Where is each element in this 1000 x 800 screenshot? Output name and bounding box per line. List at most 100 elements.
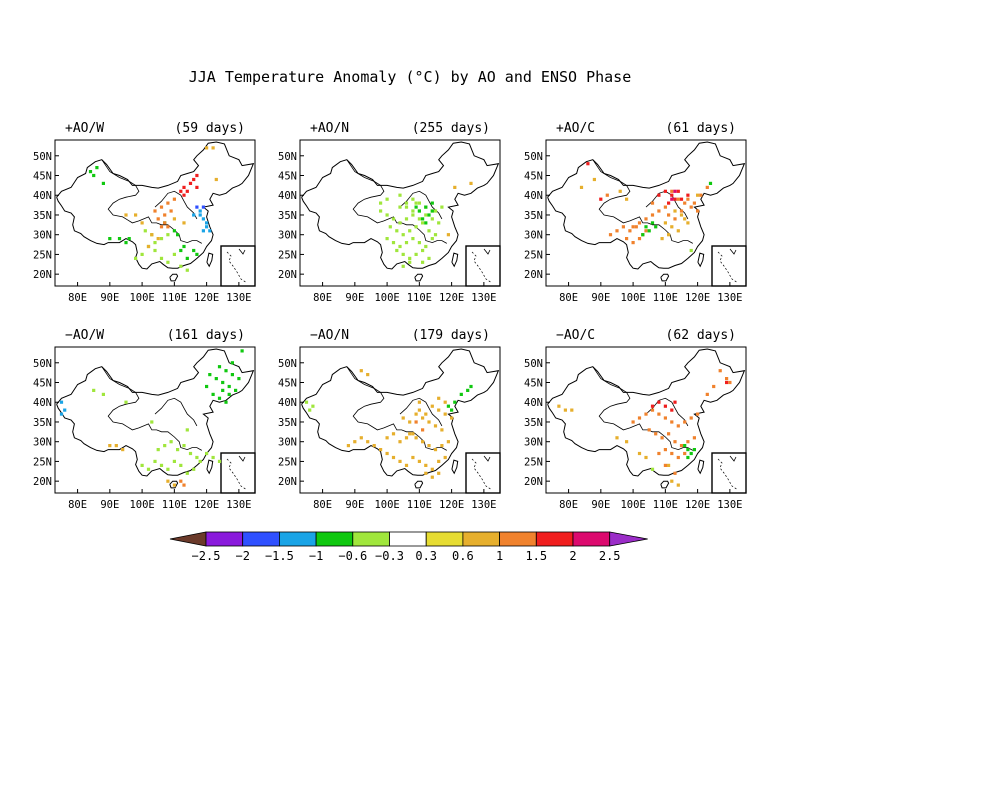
station-dot — [570, 408, 574, 412]
lat-tick-label: 40N — [278, 397, 297, 409]
station-dot — [424, 221, 428, 225]
station-dot — [124, 213, 128, 217]
inset-coast — [729, 248, 737, 255]
colorbar-box — [462, 531, 500, 547]
station-dot — [404, 436, 409, 440]
station-dot — [221, 380, 225, 385]
station-dot — [615, 229, 619, 233]
station-dot — [172, 483, 176, 487]
colorbar-box — [205, 531, 244, 547]
station-dot — [641, 233, 645, 237]
station-dot — [663, 205, 667, 209]
station-dot — [679, 444, 684, 448]
station-dot — [182, 185, 186, 189]
station-dot — [683, 201, 687, 205]
station-dot — [631, 225, 635, 229]
station-dot — [205, 146, 209, 150]
station-dot — [670, 420, 674, 424]
station-dot — [469, 181, 473, 185]
station-dot — [211, 455, 215, 460]
station-dot — [446, 233, 450, 237]
lon-tick-label: 90E — [345, 499, 364, 511]
station-dot — [227, 384, 231, 389]
station-dot — [657, 451, 661, 456]
lon-tick-label: 130E — [226, 292, 251, 304]
lon-tick-label: 90E — [100, 499, 119, 511]
station-dot — [608, 233, 613, 237]
lat-tick-label: 30N — [33, 437, 52, 449]
lat-tick-label: 30N — [278, 437, 297, 449]
lat-tick-label: 45N — [278, 171, 297, 183]
station-dot — [401, 252, 405, 256]
colorbar-tick-label: −2 — [235, 549, 249, 563]
station-dot — [650, 213, 655, 217]
inset-box — [465, 245, 501, 287]
station-dot — [650, 467, 655, 471]
lat-tick-label: 30N — [33, 230, 52, 242]
station-dot — [443, 412, 447, 416]
panel-label: +AO/W — [65, 121, 104, 136]
station-dot — [679, 209, 684, 213]
station-dot — [201, 205, 205, 209]
lat-tick-label: 30N — [524, 230, 543, 242]
station-dot — [686, 221, 690, 225]
station-dot — [127, 237, 131, 241]
station-dot — [201, 229, 205, 233]
station-dot — [214, 177, 218, 182]
station-dot — [391, 432, 396, 436]
station-dot — [414, 225, 418, 229]
hainan-outline — [660, 480, 670, 489]
station-dot — [563, 408, 567, 412]
station-dot — [224, 400, 228, 404]
station-dot — [686, 197, 690, 201]
station-dot — [667, 201, 671, 205]
lat-tick-label: 25N — [33, 249, 52, 261]
lat-tick-label: 20N — [278, 269, 297, 281]
panel-label: +AO/N — [310, 121, 349, 136]
tibet-boundary — [346, 366, 447, 451]
station-dot — [205, 451, 209, 456]
panel-label: −AO/N — [310, 328, 349, 343]
station-dot — [667, 432, 671, 436]
station-dot — [208, 373, 212, 377]
lon-tick-label: 120E — [439, 292, 464, 304]
station-dot — [421, 248, 425, 253]
station-dot — [182, 244, 186, 249]
station-dot — [443, 400, 447, 404]
station-dot — [121, 448, 125, 452]
station-dot — [108, 444, 112, 448]
station-dot — [634, 225, 638, 229]
station-dot — [427, 229, 431, 233]
station-dot — [185, 268, 189, 272]
station-dot — [411, 432, 415, 436]
station-dot — [398, 440, 402, 444]
station-dot — [692, 448, 696, 452]
station-dot — [424, 205, 428, 209]
station-dot — [615, 436, 619, 440]
station-dot — [134, 256, 138, 260]
station-dot — [398, 244, 402, 249]
station-dot — [398, 221, 402, 225]
station-dot — [391, 217, 396, 221]
panel-days: (255 days) — [412, 121, 490, 136]
station-dot — [469, 384, 473, 389]
station-dot — [430, 209, 434, 213]
station-dot — [227, 392, 231, 396]
station-dot — [366, 440, 370, 444]
station-dot — [446, 440, 450, 444]
station-dot — [424, 213, 428, 217]
lat-tick-label: 30N — [278, 230, 297, 242]
station-dot — [156, 448, 160, 452]
station-dot — [592, 177, 596, 182]
station-dot — [398, 459, 402, 463]
station-dot — [379, 209, 383, 213]
station-dot — [411, 209, 415, 213]
station-dot — [195, 185, 199, 189]
station-dot — [140, 252, 144, 256]
inset-box — [465, 452, 501, 494]
station-dot — [670, 408, 674, 412]
lat-tick-label: 20N — [33, 476, 52, 488]
colorbar-box — [572, 531, 611, 547]
station-dot — [421, 416, 425, 420]
station-dot — [192, 177, 196, 182]
